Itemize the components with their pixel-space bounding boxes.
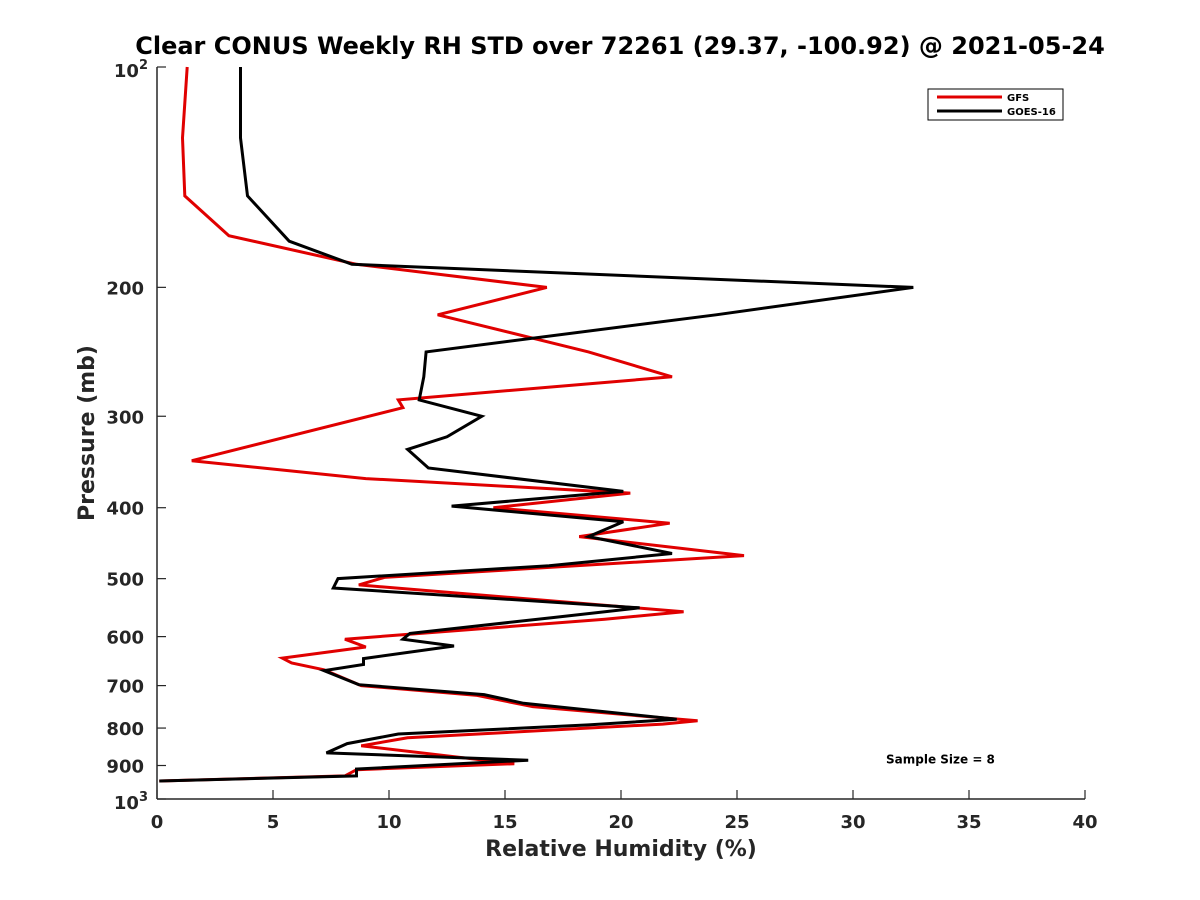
legend: GFS GOES-16 — [927, 88, 1064, 121]
annotation-layer: Sample Size = 8 — [886, 752, 995, 766]
y-axis-label: Pressure (mb) — [75, 345, 100, 521]
y-tick-label: 400 — [106, 499, 144, 520]
y-tick-label: 700 — [106, 677, 144, 698]
y-tick-label: 900 — [106, 757, 144, 778]
y-axis-ticks: 102 200 300 400 500 600 700 800 900 103 — [106, 58, 166, 814]
y-tick-label: 102 — [114, 58, 148, 82]
x-tick-label: 25 — [724, 812, 749, 833]
x-tick-label: 20 — [608, 812, 633, 833]
x-tick-label: 0 — [151, 812, 164, 833]
x-tick-label: 35 — [956, 812, 981, 833]
y-tick-label: 500 — [106, 570, 144, 591]
y-tick-label: 200 — [106, 278, 144, 299]
series-line-goes-16 — [159, 67, 914, 783]
legend-box — [927, 88, 1064, 121]
x-axis-label: Relative Humidity (%) — [485, 837, 757, 862]
x-tick-label: 40 — [1072, 812, 1097, 833]
y-tick-label: 300 — [106, 407, 144, 428]
plot-area — [157, 67, 1085, 799]
x-tick-label: 10 — [376, 812, 401, 833]
series-line-gfs — [159, 66, 745, 783]
sample-size-annotation: Sample Size = 8 — [886, 752, 995, 766]
y-tick-label: 600 — [106, 628, 144, 649]
legend-label: GFS — [1007, 93, 1029, 104]
x-tick-label: 5 — [267, 812, 280, 833]
y-tick-label: 800 — [106, 719, 144, 740]
x-tick-label: 30 — [840, 812, 865, 833]
legend-label: GOES-16 — [1007, 107, 1056, 118]
chart-title: Clear CONUS Weekly RH STD over 72261 (29… — [135, 32, 1105, 60]
x-axis-ticks: 0 5 10 15 20 25 30 35 40 — [151, 790, 1098, 833]
y-tick-label: 103 — [114, 790, 148, 814]
x-tick-label: 15 — [492, 812, 517, 833]
series-layer — [159, 66, 914, 783]
